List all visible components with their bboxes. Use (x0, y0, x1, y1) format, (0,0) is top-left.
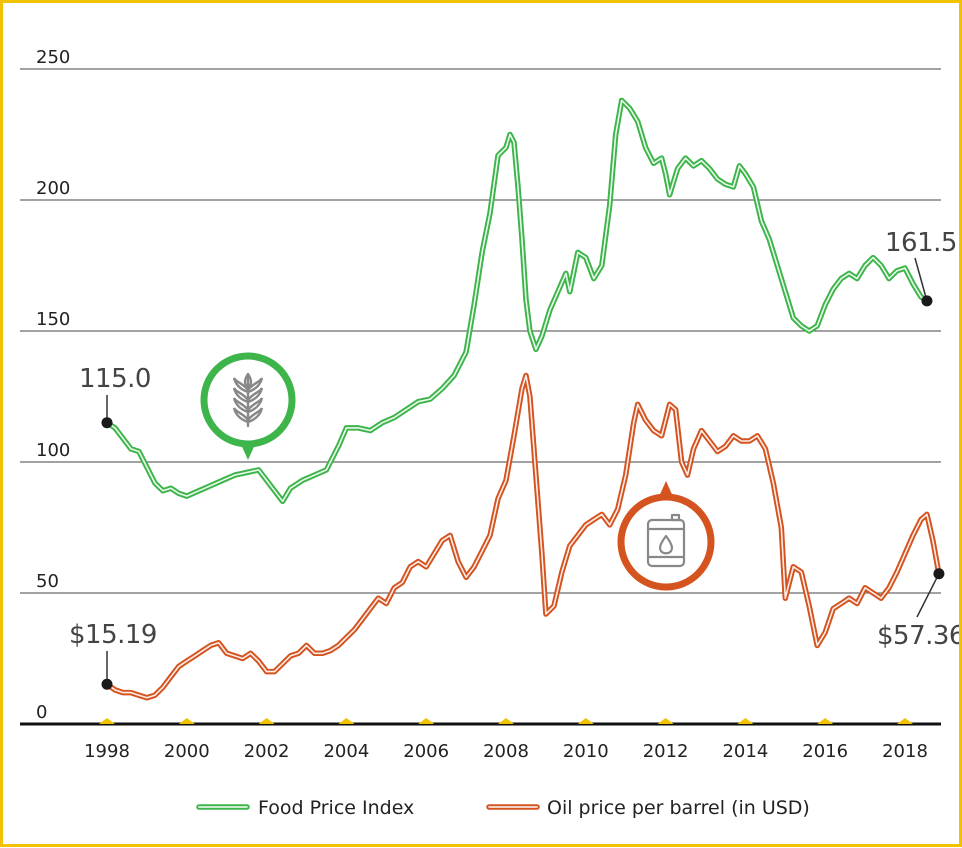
annotation-label: $15.19 (69, 620, 157, 650)
x-tick-marker (897, 718, 913, 724)
x-tick-label: 2018 (882, 741, 928, 762)
legend-item-oil: Oil price per barrel (in USD) (486, 797, 810, 819)
wheat-grain-left (232, 377, 250, 394)
x-tick-label: 2012 (643, 741, 689, 762)
y-tick-label: 200 (36, 178, 70, 199)
wheat-tip (243, 372, 253, 390)
series-food (104, 97, 930, 505)
y-tick-label: 50 (36, 571, 59, 592)
endpoint-annotations: 115.0 161.5 $15.19 $57.36 (69, 228, 962, 690)
annotation-dot (921, 295, 933, 307)
annotation-label: 161.5 (885, 228, 957, 258)
x-tick-label: 2000 (164, 741, 210, 762)
annotation-leader (914, 257, 928, 302)
wheat-grain-right (246, 387, 264, 404)
series-line-highlight-oil (106, 374, 940, 699)
x-tick-label: 2002 (244, 741, 290, 762)
wheat-grain-left (232, 397, 250, 414)
series-lines (104, 97, 942, 701)
oil-drop (658, 534, 674, 555)
wheat-grain-right (246, 397, 264, 414)
x-axis: 1998 2000 2002 2004 2006 2008 2010 2012 2014 2016… (20, 718, 941, 762)
grid-lines (20, 68, 941, 594)
wheat-icon-glyph (232, 372, 264, 428)
x-tick-label: 2010 (563, 741, 609, 762)
legend: Food Price Index Oil price per barrel (in… (196, 797, 810, 819)
annotation-dot (101, 678, 113, 690)
annotation-dot (101, 417, 113, 429)
annotation-leader (916, 573, 940, 618)
barrel-body (646, 518, 686, 568)
series-oil (104, 372, 942, 701)
x-tick-marker (498, 718, 514, 724)
x-tick-label: 2008 (483, 741, 529, 762)
series-line-highlight-food (106, 99, 928, 503)
x-tick-marker (577, 718, 594, 724)
legend-label: Food Price Index (258, 797, 414, 819)
y-tick-label: 0 (36, 702, 47, 723)
wheat-grain-right (246, 407, 264, 424)
x-tick-marker (657, 718, 674, 724)
legend-item-food: Food Price Index (196, 797, 414, 819)
x-tick-label: 2006 (403, 741, 449, 762)
wheat-grain-right (246, 377, 264, 394)
annotation-label: $57.36 (877, 621, 959, 651)
legend-label: Oil price per barrel (in USD) (547, 797, 810, 819)
wheat-grain-left (232, 407, 250, 424)
oil-icon-circle (617, 493, 715, 591)
y-tick-label: 150 (36, 309, 70, 330)
y-axis-tick-labels: 0 50 100 150 200 250 (36, 47, 70, 723)
x-tick-marker (338, 718, 355, 724)
food-oil-price-chart: 0 50 100 150 200 250 1998 2000 2002 2004 2006 2008… (20, 47, 962, 819)
oil-barrel-glyph (646, 513, 686, 568)
x-tick-marker (817, 718, 834, 724)
barrel-cap (670, 513, 681, 522)
x-tick-marker (178, 718, 195, 724)
y-tick-label: 250 (36, 47, 70, 68)
y-tick-label: 100 (36, 440, 70, 461)
annotation-dot (933, 568, 945, 580)
x-tick-label: 1998 (84, 741, 130, 762)
wheat-icon (200, 352, 296, 460)
wheat-grain-left (232, 387, 250, 404)
x-tick-marker (418, 718, 435, 724)
annotation-label: 115.0 (79, 364, 151, 394)
x-tick-label: 2004 (323, 741, 369, 762)
x-tick-label: 2014 (722, 741, 768, 762)
x-tick-marker (258, 718, 275, 724)
x-tick-marker (737, 718, 754, 724)
x-tick-marker (99, 718, 115, 724)
oil-barrel-icon (617, 481, 715, 591)
x-tick-label: 2016 (802, 741, 848, 762)
